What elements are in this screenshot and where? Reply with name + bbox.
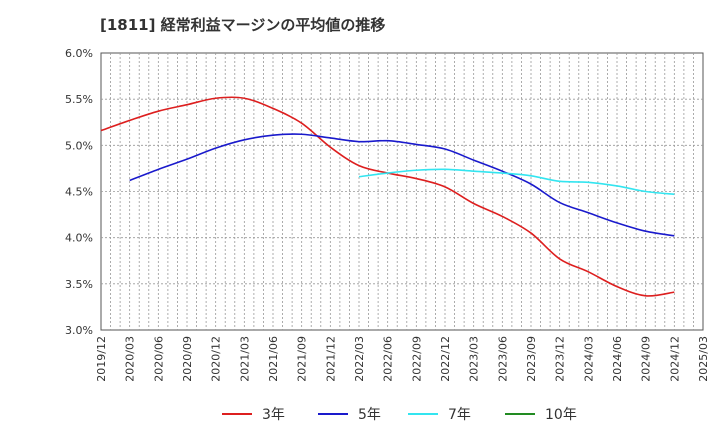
y-tick-label: 5.5% <box>65 93 93 106</box>
x-tick-label: 2022/06 <box>382 336 395 382</box>
x-tick-label: 2020/12 <box>210 336 223 382</box>
legend-label: 5年 <box>358 407 381 423</box>
x-tick-label: 2021/03 <box>238 336 251 382</box>
x-tick-label: 2025/03 <box>697 336 710 382</box>
x-tick-label: 2020/03 <box>124 336 137 382</box>
x-tick-label: 2022/03 <box>353 336 366 382</box>
x-tick-label: 2020/06 <box>152 336 165 382</box>
y-tick-label: 6.0% <box>65 47 93 60</box>
x-tick-label: 2023/09 <box>525 336 538 382</box>
series-lines <box>100 96 675 297</box>
x-tick-label: 2023/12 <box>554 336 567 382</box>
grid-lines <box>101 53 703 330</box>
x-tick-label: 2021/09 <box>296 336 309 382</box>
x-tick-label: 2021/06 <box>267 336 280 382</box>
legend: 3年 5年 7年 10年 <box>222 407 577 423</box>
x-tick-label: 2022/12 <box>439 336 452 382</box>
x-tick-label: 2024/06 <box>611 336 624 382</box>
x-tick-label: 2023/03 <box>468 336 481 382</box>
x-tick-label: 2023/06 <box>496 336 509 382</box>
y-tick-label: 3.0% <box>65 324 93 337</box>
series-line-5年 <box>129 133 675 237</box>
y-tick-label: 5.0% <box>65 139 93 152</box>
x-tick-label: 2024/09 <box>640 336 653 382</box>
x-tick-label: 2019/12 <box>95 336 108 382</box>
series-line-7年 <box>358 168 675 196</box>
x-axis-ticks: 2019/12 2020/03 2020/06 2020/09 2020/12 2021/… <box>95 336 710 382</box>
legend-label: 7年 <box>448 407 471 423</box>
y-axis-ticks: 3.0% 3.5% 4.0% 4.5% 5.0% 5.5% 6.0% <box>65 47 93 337</box>
legend-label: 10年 <box>545 407 577 423</box>
y-tick-label: 3.5% <box>65 278 93 291</box>
y-tick-label: 4.0% <box>65 232 93 245</box>
x-tick-label: 2020/09 <box>181 336 194 382</box>
y-tick-label: 4.5% <box>65 186 93 199</box>
x-tick-label: 2024/03 <box>582 336 595 382</box>
chart-title: [1811] 経常利益マージンの平均値の推移 <box>100 16 386 34</box>
x-tick-label: 2021/12 <box>324 336 337 382</box>
legend-label: 3年 <box>262 407 285 423</box>
x-tick-label: 2022/09 <box>410 336 423 382</box>
x-tick-label: 2024/12 <box>668 336 681 382</box>
